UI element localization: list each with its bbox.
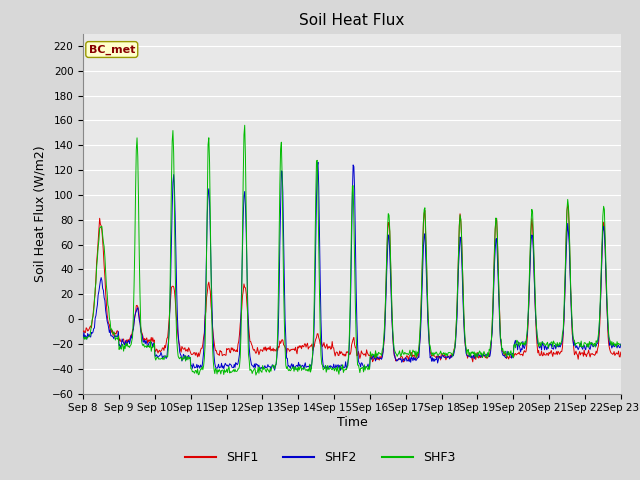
Legend: SHF1, SHF2, SHF3: SHF1, SHF2, SHF3 [180, 446, 460, 469]
Text: BC_met: BC_met [88, 44, 135, 55]
X-axis label: Time: Time [337, 416, 367, 429]
Y-axis label: Soil Heat Flux (W/m2): Soil Heat Flux (W/m2) [33, 145, 46, 282]
Title: Soil Heat Flux: Soil Heat Flux [300, 13, 404, 28]
